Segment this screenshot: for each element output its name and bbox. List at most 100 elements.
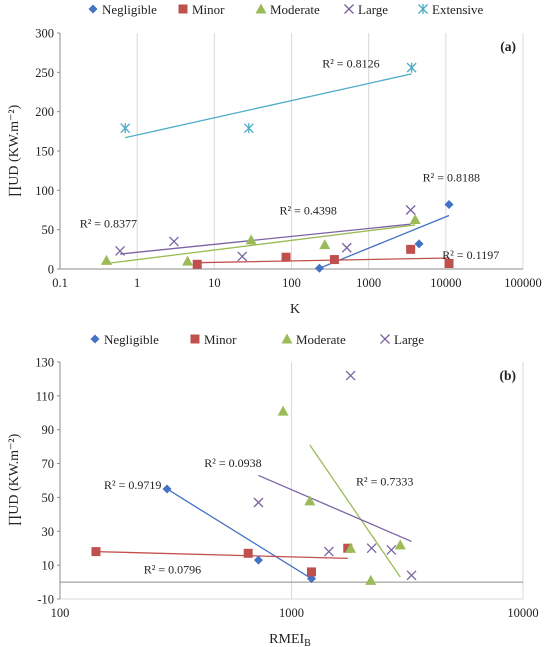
- legend-item-large: Large: [344, 2, 388, 17]
- y-axis-label: ∏UD (KW.m⁻²): [7, 433, 22, 526]
- trendline-minor: [197, 257, 450, 264]
- y-tick-label: 50: [42, 491, 55, 505]
- data-point-moderate: [319, 239, 331, 250]
- data-point-minor: [192, 259, 202, 269]
- y-tick-label: 30: [42, 525, 55, 539]
- legend-label-minor: Minor: [192, 2, 225, 17]
- data-point-large: [341, 242, 352, 253]
- data-point-negligible: [253, 555, 263, 565]
- data-point-large: [345, 370, 356, 381]
- data-point-minor: [444, 258, 454, 268]
- legend-item-moderate: Moderate: [255, 2, 320, 17]
- y-tick-label: 150: [35, 145, 54, 159]
- chart-panel-b: 100 1000 10000 -10 10 30 50 70 90 110 130 R² = 0.97…: [7, 332, 539, 647]
- legend-item-minor: Minor: [178, 2, 225, 17]
- x-tick-label: 0.1: [52, 276, 68, 290]
- data-point-moderate: [365, 574, 377, 585]
- legend-item-large: Large: [380, 332, 424, 347]
- legend-item-moderate: Moderate: [281, 332, 346, 347]
- y-tick-label: 70: [42, 457, 55, 471]
- x-axis-label: K: [290, 302, 300, 317]
- y-tick-label: 300: [35, 27, 54, 41]
- data-point-negligible: [444, 199, 454, 209]
- trendline-large: [258, 474, 412, 543]
- legend-item-extensive: Extensive: [418, 2, 483, 17]
- data-point-minor: [329, 255, 339, 265]
- data-point-large: [237, 251, 248, 262]
- data-point-large: [366, 543, 377, 554]
- x-tick-label: 100: [51, 606, 70, 620]
- data-point-large: [115, 245, 126, 256]
- trendline-large: [119, 223, 411, 255]
- y-tick-label: -10: [37, 593, 54, 607]
- data-point-extensive: [243, 123, 254, 134]
- legend-marker-negligible: [90, 334, 100, 344]
- x-tick-label: 1000: [279, 606, 304, 620]
- data-point-minor: [281, 252, 291, 262]
- data-point-large: [253, 497, 264, 508]
- legend-marker-minor: [190, 334, 200, 344]
- x-tick-label: 1: [134, 276, 140, 290]
- data-point-minor: [91, 547, 101, 557]
- y-tick-label: 130: [35, 356, 54, 370]
- r-squared-label: R² = 0.9719: [104, 478, 161, 492]
- data-point-minor: [306, 567, 316, 577]
- y-tick-label: 250: [35, 66, 54, 80]
- data-point-moderate: [182, 255, 194, 266]
- legend-marker-negligible: [88, 4, 98, 14]
- trendline-minor: [95, 550, 348, 560]
- legend-marker-minor: [178, 4, 188, 14]
- y-tick-label: 90: [42, 423, 55, 437]
- legend-label-negligible: Negligible: [102, 2, 157, 17]
- y-tick-label: 0: [48, 263, 54, 277]
- legend-item-negligible: Negligible: [88, 2, 157, 17]
- legend-label-large: Large: [394, 332, 424, 347]
- x-tick-label: 10000: [430, 276, 461, 290]
- trendline-negligible: [166, 488, 312, 580]
- legend-marker-large: [344, 4, 354, 14]
- legend-marker-large: [380, 334, 390, 344]
- data-point-large: [386, 544, 397, 555]
- legend-marker-moderate: [255, 3, 267, 14]
- legend-label-large: Large: [358, 2, 388, 17]
- r-squared-label: R² = 0.0796: [144, 563, 201, 577]
- x-tick-label: 1000: [356, 276, 381, 290]
- data-point-moderate: [245, 234, 257, 245]
- x-tick-label: 100: [282, 276, 301, 290]
- legend-marker-moderate: [281, 333, 293, 344]
- y-axis-label: ∏UD (KW.m⁻²): [7, 104, 22, 197]
- x-tick-label: 10: [208, 276, 221, 290]
- panel-label: (b): [500, 368, 517, 383]
- data-point-negligible: [162, 484, 172, 494]
- r-squared-label: R² = 0.4398: [280, 204, 337, 218]
- legend: Negligible Minor Moderate Large: [90, 332, 424, 347]
- y-tick-label: 10: [42, 559, 55, 573]
- trendline-extensive: [125, 73, 412, 139]
- x-tick-label: 100000: [504, 276, 542, 290]
- legend-label-moderate: Moderate: [270, 2, 320, 17]
- r-squared-label: R² = 0.8126: [322, 57, 379, 71]
- legend-marker-extensive: [418, 4, 428, 14]
- y-tick-label: 50: [42, 223, 55, 237]
- r-squared-label: R² = 0.0938: [204, 456, 261, 470]
- data-point-moderate: [394, 539, 406, 550]
- legend-label-moderate: Moderate: [296, 332, 346, 347]
- data-point-extensive: [406, 62, 417, 73]
- x-axis-label: RMEIB: [269, 632, 311, 647]
- data-point-large: [169, 236, 179, 247]
- chart-panel-a: 0.1 1 10 100 1000 10000 100000 0 50 100 150 200 250 3…: [7, 2, 542, 317]
- data-point-large: [323, 546, 334, 557]
- data-point-large: [406, 570, 417, 581]
- y-tick-label: 100: [35, 184, 54, 198]
- trendline-moderate: [106, 224, 416, 265]
- data-point-negligible: [414, 239, 424, 249]
- data-point-minor: [243, 548, 253, 558]
- r-squared-label: R² = 0.8377: [80, 216, 137, 230]
- legend-label-minor: Minor: [204, 332, 237, 347]
- r-squared-label: R² = 0.8188: [423, 171, 480, 185]
- r-squared-label: R² = 0.1197: [442, 248, 499, 262]
- data-point-moderate: [409, 213, 421, 224]
- data-point-moderate: [100, 254, 112, 265]
- r-squared-label: R² = 0.7333: [356, 475, 413, 489]
